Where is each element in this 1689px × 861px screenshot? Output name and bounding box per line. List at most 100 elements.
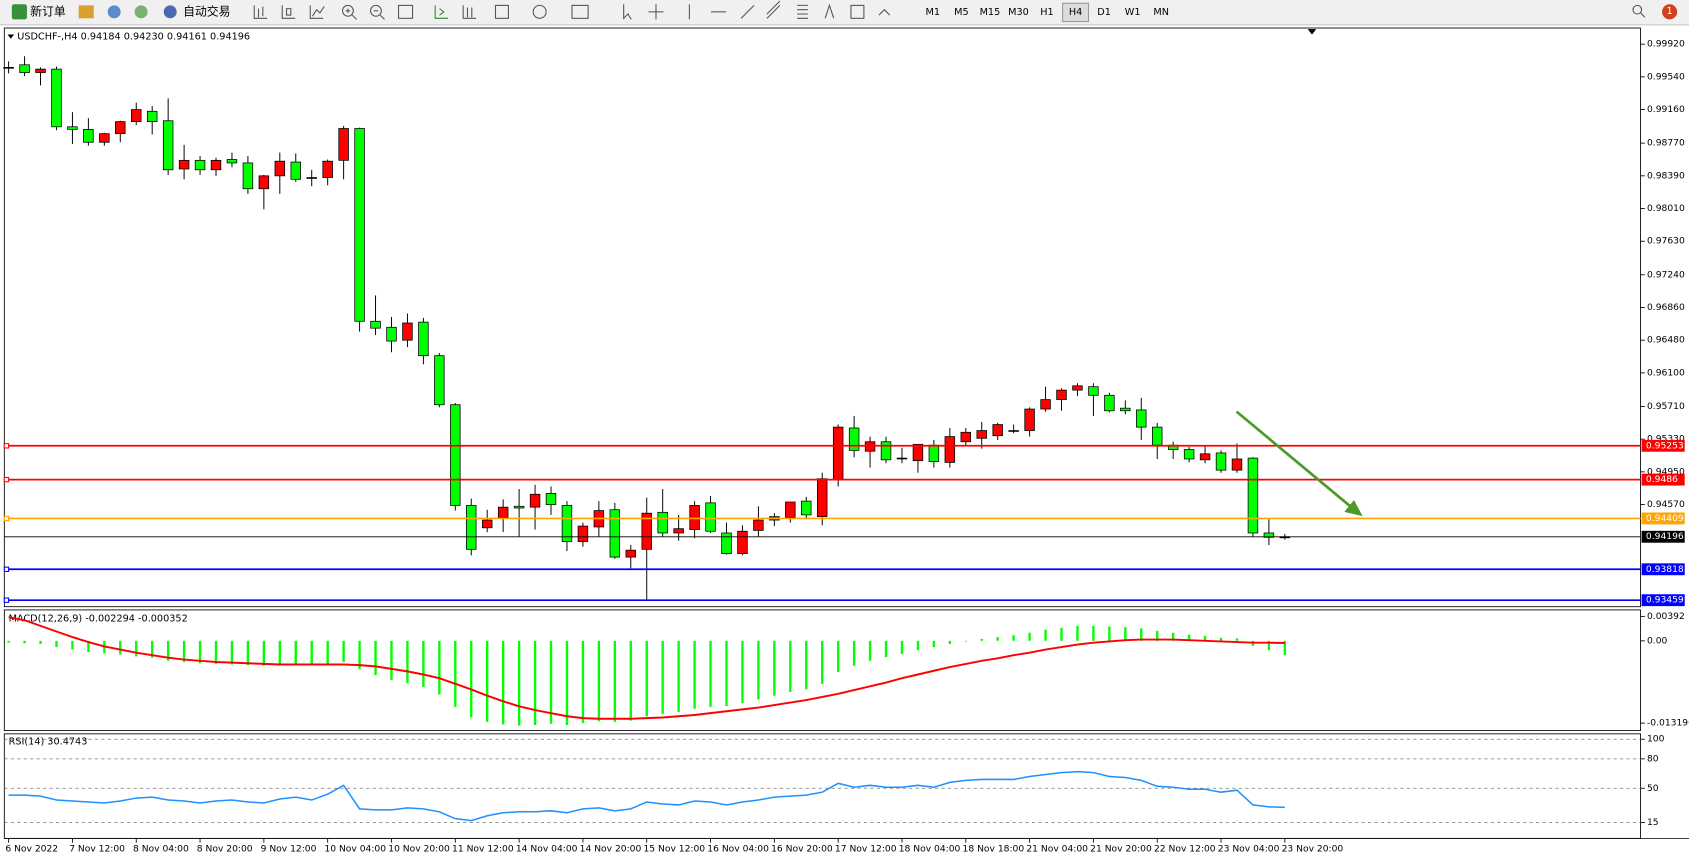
fibo-icon[interactable] [797, 4, 808, 19]
x-tick-label: 14 Nov 04:00 [516, 845, 578, 855]
y-tick-label: 0.96100 [1647, 368, 1685, 378]
candle-body [513, 505, 525, 509]
x-tick-label: 9 Nov 12:00 [261, 845, 317, 855]
macd-title: MACD(12,26,9) -0.002294 -0.000352 [9, 614, 188, 625]
search-icon[interactable] [1632, 4, 1643, 15]
candle-body [816, 478, 828, 518]
cursor-icon[interactable] [623, 4, 632, 20]
x-tick-label: 6 Nov 2022 [5, 845, 58, 855]
rsi-line [8, 770, 1285, 822]
candle-body [466, 505, 477, 550]
x-tick-label: 7 Nov 12:00 [69, 845, 125, 855]
arrow-head [1344, 500, 1363, 517]
level-tag [1641, 594, 1685, 607]
candle-body [657, 511, 668, 534]
rsi-panel [3, 733, 1641, 839]
candle-body [1056, 389, 1067, 400]
timeframe-button[interactable]: W1 [1125, 7, 1141, 18]
tool-icon[interactable] [78, 5, 94, 19]
candle-body [1263, 532, 1275, 538]
label-icon[interactable] [850, 4, 865, 19]
scroll-icon[interactable] [434, 5, 449, 19]
timeframe-button[interactable]: H1 [1040, 7, 1053, 18]
bar-chart-icon[interactable] [253, 5, 268, 19]
macd-signal [8, 616, 1285, 720]
crosshair-icon[interactable] [648, 4, 664, 20]
x-tick-label: 16 Nov 20:00 [771, 845, 833, 855]
candle-body [960, 431, 972, 443]
timeframe-button[interactable]: M5 [954, 7, 969, 18]
y-tick-label: 0.99920 [1647, 40, 1685, 50]
y-tick-label: 0.99540 [1647, 72, 1685, 82]
candle-body [753, 519, 764, 531]
candle-body [561, 505, 573, 542]
candle-body [194, 159, 206, 171]
candle-body [1088, 386, 1099, 396]
candle-body [1040, 399, 1051, 410]
x-tick-label: 21 Nov 20:00 [1090, 845, 1152, 855]
tool-icon[interactable] [107, 5, 121, 19]
level-handle [3, 443, 10, 449]
timeframe-button[interactable]: M1 [926, 7, 941, 18]
toolbar-bg [0, 0, 1689, 25]
x-tick-label: 23 Nov 20:00 [1282, 845, 1344, 855]
y-tick-label: 0.97630 [1647, 237, 1685, 247]
candle-body [481, 519, 493, 529]
zoom-out[interactable] [370, 4, 382, 17]
candle-body [737, 530, 748, 555]
timeframe-button[interactable]: M15 [980, 7, 1001, 18]
timeframe-button[interactable]: M30 [1008, 7, 1029, 18]
level-tag [1641, 563, 1685, 576]
level-label: 0.94409 [1646, 514, 1684, 524]
candle-body [625, 549, 637, 558]
y-tick-label: 0.97240 [1647, 270, 1685, 280]
x-tick-label: 15 Nov 12:00 [644, 845, 706, 855]
auto-trading[interactable]: 自动交易 [183, 4, 230, 18]
x-tick-label: 10 Nov 20:00 [388, 845, 450, 855]
candle-body [705, 502, 716, 532]
price-title: USDCHF-,H4 0.94184 0.94230 0.94161 0.941… [17, 32, 250, 43]
x-tick-label: 11 Nov 12:00 [452, 845, 514, 855]
timeframe-button[interactable]: H4 [1069, 7, 1082, 18]
new-order[interactable]: 新订单 [30, 4, 66, 18]
plots: 0.99920 0.99540 0.99160 0.98770 0.98390 0.980… [3, 40, 1689, 855]
level-handle [3, 597, 10, 603]
candle-body [162, 120, 174, 171]
trendline-icon[interactable] [740, 5, 755, 19]
shift-icon[interactable] [462, 5, 477, 19]
text-icon[interactable] [824, 3, 835, 19]
candle-body [178, 159, 190, 170]
candle-icon[interactable] [281, 5, 296, 19]
templates-icon[interactable] [571, 4, 589, 19]
timeframe-button[interactable]: MN [1153, 7, 1169, 18]
new-order-icon[interactable] [11, 4, 27, 20]
line-icon[interactable] [309, 5, 325, 19]
level-tag [1641, 530, 1685, 543]
x-tick-label: 23 Nov 04:00 [1218, 845, 1280, 855]
arrows-icon[interactable] [878, 8, 891, 16]
auto-trading-icon[interactable] [163, 5, 177, 19]
indicators-icon[interactable] [494, 4, 509, 19]
candle-body [67, 126, 78, 130]
y-tick-label: 0.95330 [1647, 435, 1685, 445]
x-tick-label: 8 Nov 04:00 [133, 845, 189, 855]
candle-body [450, 404, 461, 506]
candle-body [609, 509, 621, 558]
tool-icon[interactable] [134, 5, 148, 19]
candle-body [51, 68, 62, 128]
search-glyph [1640, 12, 1646, 18]
shift-marker [1307, 29, 1317, 35]
channel-icon[interactable] [766, 0, 781, 19]
tile-icon[interactable] [398, 4, 414, 19]
candle-body [1199, 453, 1211, 461]
candle-body [99, 133, 110, 143]
periods-icon[interactable] [532, 4, 547, 19]
y-tick-label: 100 [1647, 735, 1665, 745]
zoom-in[interactable] [342, 4, 354, 17]
candle-body [577, 525, 589, 542]
candle-body [1231, 458, 1243, 471]
timeframe-button[interactable]: D1 [1097, 7, 1111, 18]
notification-badge[interactable] [1662, 4, 1678, 20]
y-tick-label: 0.96860 [1647, 303, 1685, 313]
